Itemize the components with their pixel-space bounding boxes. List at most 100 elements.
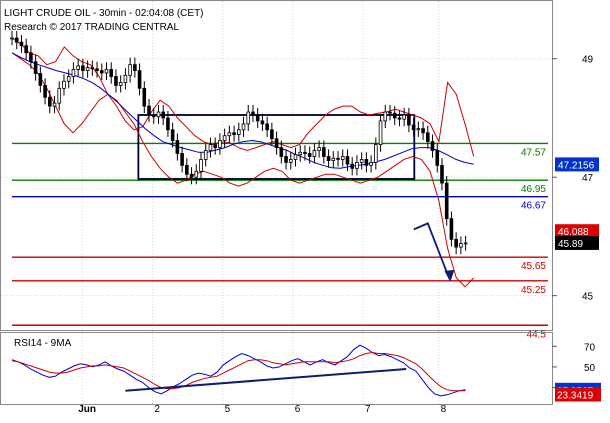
candle-body: [57, 87, 62, 104]
candle-body: [279, 147, 284, 157]
candle-body: [208, 144, 213, 151]
candle-body: [189, 173, 194, 178]
rsi-tick-label: 70: [584, 342, 596, 353]
candle-body: [369, 161, 373, 166]
candle-body: [151, 114, 156, 118]
candle-body: [397, 117, 402, 120]
candle-body: [95, 68, 99, 71]
candle-body: [326, 156, 331, 162]
level-label: 45.65: [521, 261, 546, 272]
candle-body: [71, 68, 76, 77]
candle-body: [265, 123, 269, 131]
level-label: 45.25: [521, 285, 546, 296]
candle-body: [444, 182, 449, 220]
candle-body: [48, 96, 52, 107]
chart-title: LIGHT CRUDE OIL - 30min - 02:04:08 (CET): [4, 8, 204, 19]
candle-body: [81, 65, 85, 71]
candle-body: [345, 156, 350, 165]
rsi-title: RSI14 - 9MA: [14, 338, 72, 349]
candle-body: [336, 157, 340, 160]
candle-body: [14, 37, 19, 43]
candle-body: [331, 157, 336, 162]
candle-body: [463, 242, 468, 245]
candle-body: [213, 144, 217, 148]
forecast-arrow: [413, 222, 451, 280]
candle-body: [355, 161, 359, 169]
rsi-panel-frame: [0, 332, 553, 405]
candle-body: [114, 76, 118, 86]
candle-body: [147, 105, 151, 116]
candle-body: [232, 132, 236, 135]
candle-body: [156, 111, 161, 118]
price-badge-label: 45.89: [558, 239, 583, 250]
candle-body: [340, 156, 345, 160]
candle-body: [284, 156, 288, 163]
candle-body: [255, 114, 260, 122]
level-label: 46.67: [521, 201, 546, 212]
candle-body: [449, 218, 454, 240]
candle-body: [359, 159, 364, 163]
candle-body: [411, 124, 416, 131]
candle-body: [218, 140, 222, 148]
rsi-badge: [555, 387, 601, 402]
research-credit: Research © 2017 TRADING CENTRAL: [4, 22, 179, 33]
candle-body: [350, 163, 354, 169]
candle-body: [440, 164, 444, 184]
candle-body: [374, 144, 378, 163]
candle-body: [392, 112, 397, 119]
candle-body: [194, 170, 199, 178]
candle-body: [104, 68, 109, 74]
bollinger-lower-line: [11, 52, 475, 288]
x-tick-label: 7: [365, 404, 371, 415]
rsi-badge-label: 23.3419: [557, 390, 594, 401]
rsi-line: [11, 344, 466, 397]
candle-body: [66, 76, 71, 82]
candle-body: [459, 243, 463, 248]
candle-body: [454, 238, 458, 248]
x-tick-label: Jun: [78, 404, 96, 415]
candle-body: [10, 37, 14, 40]
price-tick-label: 47: [582, 173, 594, 184]
candle-body: [364, 159, 369, 166]
candle-body: [270, 129, 274, 140]
rsi-ma-line: [11, 351, 466, 392]
candle-body: [383, 111, 388, 122]
forecast-arrow-head: [444, 269, 455, 282]
candle-body: [123, 74, 128, 83]
price-tick-label: 49: [582, 55, 594, 66]
candle-body: [222, 135, 227, 141]
candle-body: [430, 141, 435, 151]
candle-body: [288, 159, 293, 163]
bollinger-upper-line: [11, 37, 475, 157]
candle-body: [303, 151, 307, 154]
price-badge: [555, 157, 599, 172]
level-label: 44.5: [527, 329, 547, 340]
candle-body: [170, 129, 175, 141]
candle-body: [307, 153, 312, 157]
candle-body: [109, 68, 114, 77]
candle-body: [52, 102, 57, 107]
level-label: 46.95: [521, 184, 546, 195]
price-panel-frame: [0, 0, 553, 331]
candle-body: [236, 129, 241, 135]
candle-body: [421, 128, 425, 134]
candle-body: [317, 147, 321, 151]
candle-body: [29, 52, 33, 63]
candle-body: [246, 111, 251, 125]
candle-body: [38, 73, 43, 86]
candle-body: [99, 70, 104, 74]
candle-body: [185, 164, 189, 175]
candle-body: [416, 128, 421, 131]
x-tick-label: 2: [154, 404, 160, 415]
candle-body: [322, 147, 326, 157]
channel-box: [137, 114, 416, 180]
candle-body: [402, 114, 406, 120]
rsi-trendline: [125, 368, 407, 392]
level-label: 47.57: [521, 147, 546, 158]
rsi-panel: 70503027.856723.3419: [0, 332, 601, 405]
candle-body: [227, 132, 232, 137]
candle-body: [128, 64, 132, 76]
x-tick-label: 5: [225, 404, 231, 415]
price-tick-label: 45: [582, 292, 594, 303]
